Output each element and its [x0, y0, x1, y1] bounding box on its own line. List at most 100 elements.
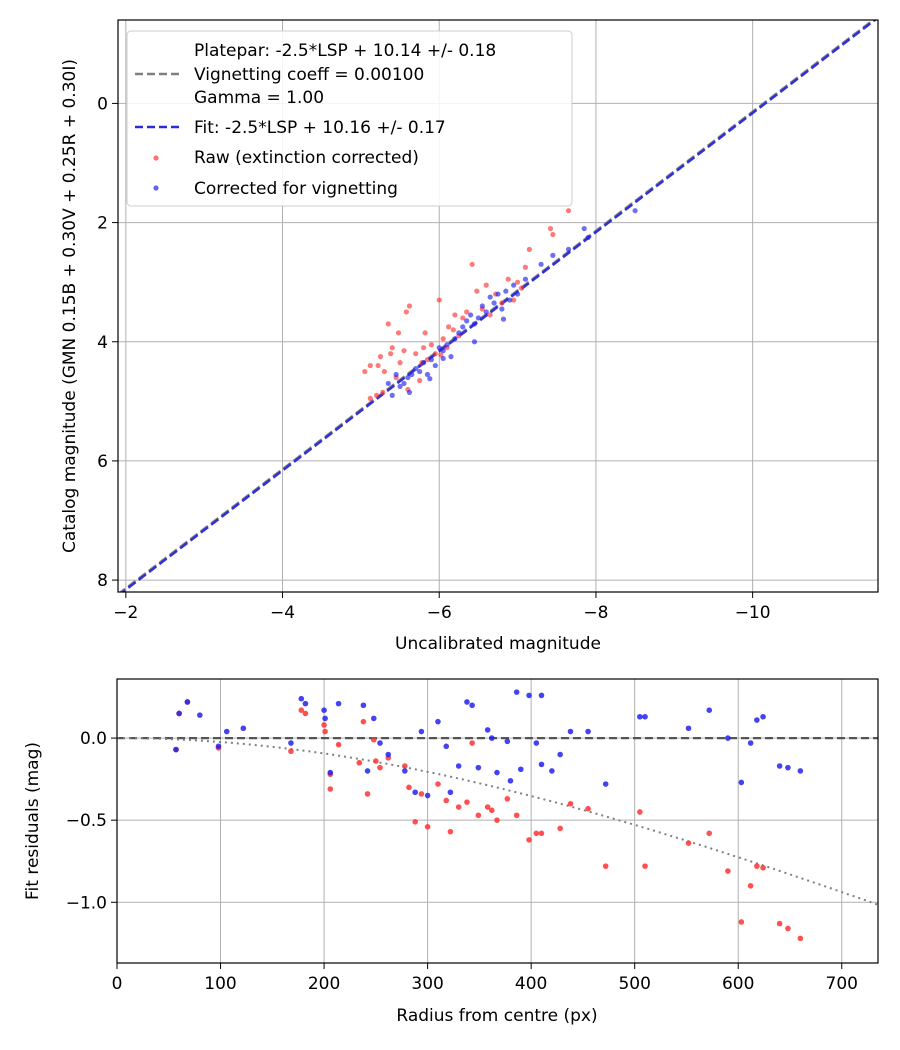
legend: Platepar: -2.5*LSP + 10.14 +/- 0.18 Vign…: [126, 30, 573, 207]
bottom-corrected-point: [602, 781, 609, 787]
bottom-x-tick-label: 600: [722, 974, 754, 994]
top-raw-point: [487, 312, 493, 318]
top-raw-point: [424, 357, 431, 363]
bottom-raw-point: [602, 863, 609, 869]
bottom-corrected-point: [385, 751, 392, 758]
top-axes-frame: [117, 19, 879, 593]
legend-platepar-label-3: Gamma = 1.00: [194, 88, 324, 108]
bottom-corrected-point: [321, 707, 327, 713]
bottom-raw-point: [373, 758, 379, 764]
bottom-raw-point: [455, 804, 462, 810]
bottom-corrected-point: [335, 700, 342, 707]
bottom-corrected-point: [173, 746, 179, 753]
top-raw-point: [436, 297, 442, 303]
top-x-tick-label: −2: [113, 603, 138, 623]
bottom-corrected-point: [377, 740, 383, 746]
top-y-tick-label: 6: [97, 452, 108, 472]
bottom-corrected-point: [642, 713, 648, 720]
top-corrected-point: [632, 208, 638, 214]
top-corrected-point: [401, 380, 407, 387]
bottom-corrected-point: [504, 738, 511, 745]
top-corrected-point: [424, 371, 431, 378]
top-raw-point: [401, 348, 407, 354]
bottom-corrected-point: [489, 735, 495, 741]
top-raw-point: [474, 288, 480, 294]
top-raw-point: [373, 392, 380, 398]
bottom-corrected-point: [298, 695, 305, 702]
bottom-corrected-point: [567, 728, 574, 735]
top-corrected-point: [385, 380, 391, 387]
top-corrected-point: [467, 312, 474, 318]
bottom-raw-point: [356, 759, 363, 766]
top-x-tick-label: −8: [583, 603, 608, 623]
bottom-corrected-point: [322, 715, 328, 722]
legend-platepar-label-1: Platepar: -2.5*LSP + 10.14 +/- 0.18: [194, 41, 496, 61]
bottom-corrected-point: [240, 725, 247, 732]
bottom-x-tick-label: 400: [515, 974, 547, 994]
bottom-x-tick-label: 300: [411, 974, 443, 994]
bottom-raw-point: [760, 864, 766, 871]
top-y-tick-label: 4: [97, 333, 108, 353]
bottom-corrected-point: [738, 779, 745, 786]
top-raw-point: [499, 300, 505, 306]
bottom-x-tick-label: 100: [204, 974, 236, 994]
top-corrected-point: [475, 315, 482, 321]
bottom-raw-point: [785, 925, 791, 932]
bottom-corrected-point: [424, 792, 431, 799]
top-corrected-point: [585, 234, 591, 241]
top-raw-point: [380, 389, 386, 395]
top-raw-point: [464, 309, 470, 315]
top-x-tick-label: −4: [270, 603, 295, 623]
bottom-corrected-point: [360, 702, 367, 709]
legend-box: [126, 30, 573, 207]
bottom-corrected-point: [370, 715, 377, 722]
top-corrected-point: [487, 294, 493, 300]
top-raw-point: [483, 282, 489, 288]
top-corrected-point: [500, 316, 507, 322]
legend-fit-label: Fit: -2.5*LSP + 10.16 +/- 0.17: [194, 118, 446, 138]
bottom-raw-point: [513, 812, 520, 819]
bottom-raw-point: [685, 840, 692, 846]
bottom-raw-point: [585, 805, 591, 812]
top-x-ticks: −2 −4 −6 −8 −10: [113, 592, 771, 623]
bottom-corrected-point: [288, 740, 294, 746]
bottom-corrected-point: [364, 768, 371, 774]
bottom-raw-point: [776, 920, 783, 927]
bottom-corrected-point: [685, 725, 692, 732]
bottom-corrected-point: [455, 763, 462, 769]
bottom-corrected-point: [443, 743, 450, 750]
top-corrected-point: [479, 303, 485, 309]
top-raw-point: [413, 351, 419, 357]
bottom-raw-point: [754, 863, 760, 869]
bottom-y-tick-label: −0.5: [66, 811, 107, 831]
bottom-x-tick-label: 700: [826, 974, 858, 994]
bottom-panel: 0 100 200 300 400 500 600 700 0.0 −0.5 −1.0 Radiu…: [23, 678, 879, 1026]
top-raw-point: [511, 297, 517, 303]
bottom-raw-point: [447, 828, 454, 835]
bottom-corrected-point: [754, 717, 760, 723]
bottom-raw-point: [489, 807, 495, 814]
top-corrected-point: [499, 306, 505, 312]
top-y-axis-label: Catalog magnitude (GMN 0.15B + 0.30V + 0…: [60, 59, 80, 553]
bottom-y-axis-label: Fit residuals (mag): [23, 742, 43, 900]
top-scatter-points: [362, 208, 638, 401]
top-corrected-point: [440, 348, 446, 354]
bottom-corrected-point: [776, 763, 783, 769]
top-raw-point: [547, 225, 554, 232]
top-y-ticks: 0 2 4 6 8: [97, 94, 118, 591]
top-raw-point: [460, 315, 466, 321]
bottom-raw-point: [475, 812, 482, 819]
bottom-corrected-point: [526, 692, 532, 699]
top-corrected-point: [428, 357, 435, 363]
top-raw-point: [526, 246, 532, 252]
top-fit-lines: [118, 20, 878, 592]
top-corrected-point: [432, 362, 438, 369]
top-raw-point: [395, 330, 402, 336]
bottom-corrected-point: [302, 700, 309, 707]
bottom-raw-point: [406, 784, 412, 791]
bottom-corrected-point: [197, 712, 203, 718]
top-corrected-point: [456, 330, 462, 336]
top-corrected-point: [427, 376, 433, 382]
top-corrected-point: [514, 291, 521, 297]
bottom-corrected-point: [176, 710, 182, 717]
